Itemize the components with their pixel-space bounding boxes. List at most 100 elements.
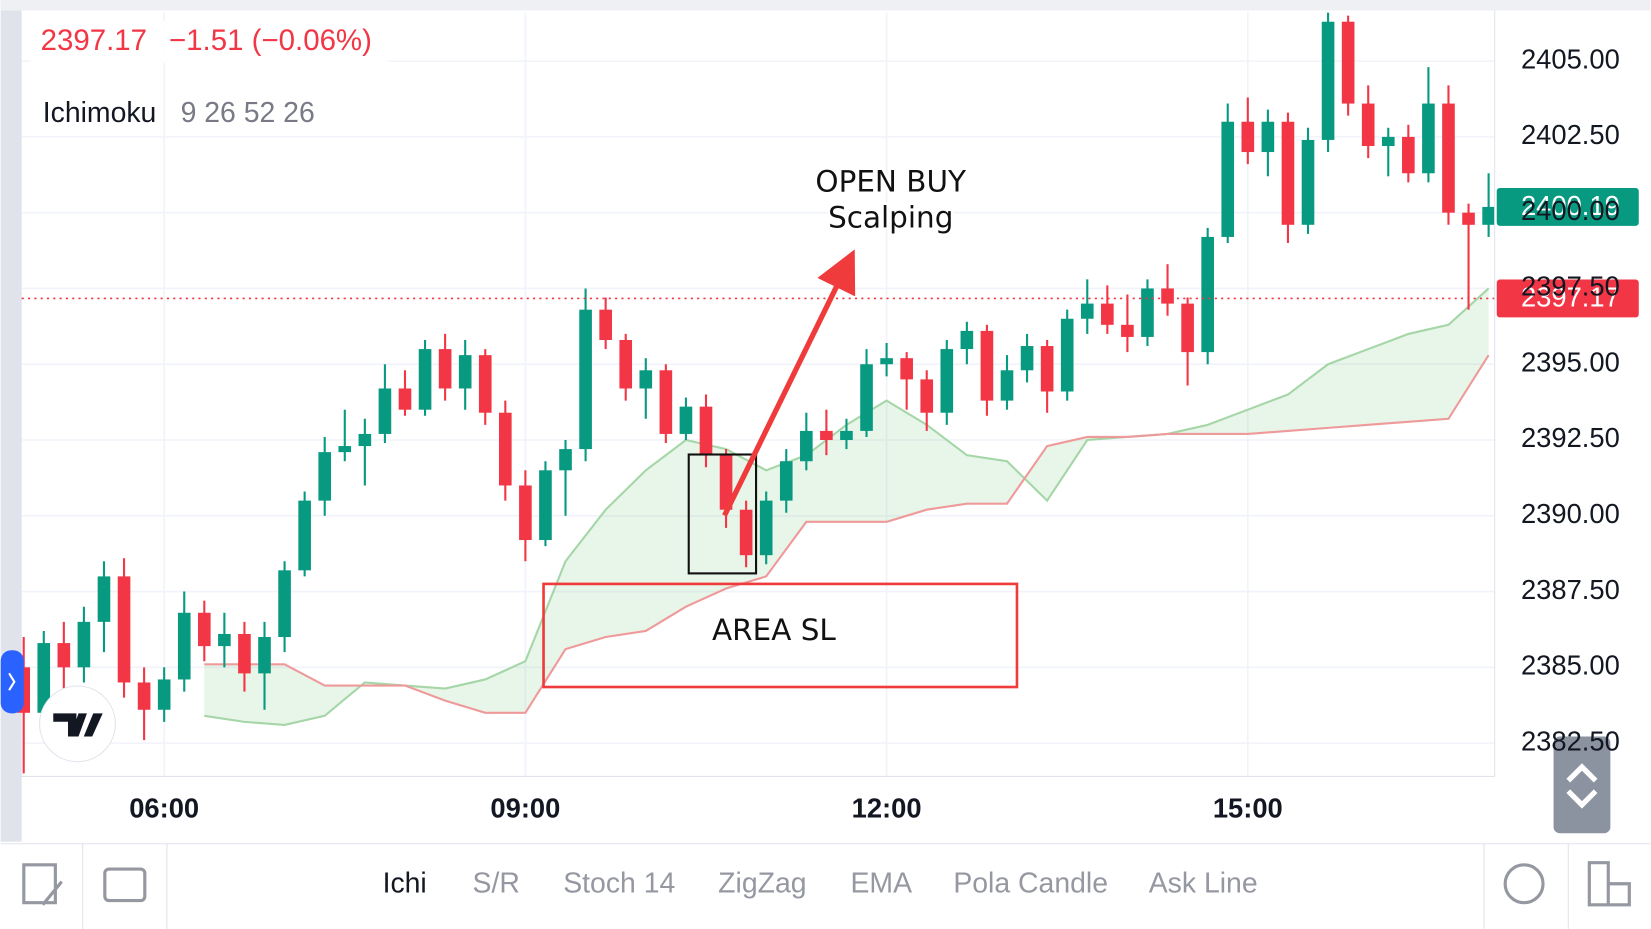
y-tick-label: 2395.00 <box>1521 346 1620 377</box>
sl-box <box>542 582 1019 689</box>
draw-icon[interactable] <box>22 863 63 906</box>
candle-body <box>97 576 111 622</box>
candle-body <box>699 406 713 456</box>
candle-body <box>238 633 251 674</box>
candle-body <box>739 509 753 556</box>
candle-body <box>980 330 994 401</box>
candle-body <box>599 309 612 340</box>
left-strip <box>0 0 22 842</box>
toolbar-item[interactable]: Stoch 14 <box>563 867 675 899</box>
candle-body <box>1482 206 1495 225</box>
header-price: 2397.17 <box>41 24 147 57</box>
toolbar-item[interactable]: S/R <box>473 867 520 899</box>
price-lines: 2400.19 2397.17 <box>21 187 1639 318</box>
price-tag-label: 2400.19 <box>1521 190 1620 221</box>
candle-body <box>318 452 332 501</box>
candle-body <box>478 355 492 413</box>
candle-body <box>1080 303 1094 319</box>
toolbar-item[interactable]: ZigZag <box>718 867 806 899</box>
header-bg <box>30 21 388 64</box>
candle-body <box>1261 121 1275 153</box>
candle-body <box>679 406 693 434</box>
candle-body <box>719 455 733 510</box>
scale-button[interactable] <box>1553 736 1611 834</box>
ichimoku-span-b <box>204 354 1490 714</box>
buy-arrow <box>722 249 856 517</box>
candle-body <box>519 485 532 541</box>
candle-body <box>1381 136 1395 146</box>
y-tick-label: 2405.00 <box>1521 43 1620 74</box>
x-tick-label: 09:00 <box>490 792 560 823</box>
candle-body <box>1060 318 1074 392</box>
cloud-fill <box>204 288 1489 725</box>
candle-body <box>820 430 833 441</box>
candle-body <box>900 358 913 380</box>
candle-body <box>1321 21 1335 140</box>
candle-body <box>1141 288 1154 337</box>
candle-body <box>1422 103 1435 174</box>
candle-body <box>1221 121 1235 237</box>
candle-body <box>940 349 954 413</box>
candle-body <box>177 612 191 680</box>
candle-body <box>800 430 813 462</box>
indicator-name: Ichimoku <box>43 97 157 129</box>
candle-body <box>438 349 452 389</box>
toolbar <box>0 843 1651 929</box>
x-tick-label: 12:00 <box>852 792 922 823</box>
currency-icon[interactable] <box>1503 863 1545 905</box>
price-tag-label: 2397.17 <box>1521 282 1620 313</box>
candle-body <box>619 339 633 389</box>
candle-body <box>1020 346 1034 371</box>
x-tick-label: 06:00 <box>129 792 199 823</box>
candle-body <box>559 449 572 471</box>
y-tick-label: 2397.50 <box>1521 271 1620 302</box>
indicator-icon[interactable] <box>103 867 147 903</box>
candle-body <box>539 470 552 541</box>
candle-body <box>880 358 893 365</box>
side-tab[interactable] <box>0 650 24 714</box>
price-tag <box>1496 187 1639 226</box>
candle-body <box>840 430 853 441</box>
top-strip <box>0 0 1651 11</box>
y-tick-label: 2382.50 <box>1521 725 1620 756</box>
toolbar-items: Ichi S/R Stoch 14 ZigZag EMA Pola Candle Ask L… <box>383 867 1258 899</box>
candle-body <box>860 364 873 431</box>
price-tag <box>1496 279 1639 318</box>
candle-body <box>579 309 592 450</box>
toolbar-item[interactable]: Pola Candle <box>953 867 1108 899</box>
candle-body <box>338 446 352 453</box>
toolbar-item[interactable]: EMA <box>850 867 912 899</box>
candle-body <box>418 349 432 410</box>
candle-body <box>117 576 131 683</box>
candle-body <box>458 355 472 389</box>
candle-body <box>278 570 291 638</box>
y-tick-label: 2387.50 <box>1521 574 1620 605</box>
layout-icon[interactable] <box>1587 861 1631 907</box>
y-tick-label: 2392.50 <box>1521 422 1620 453</box>
candle-body <box>1000 370 1014 401</box>
candle-body <box>258 637 271 674</box>
candle-body <box>659 370 673 434</box>
indicator-params: 9 26 52 26 <box>181 97 315 129</box>
candle-body <box>1361 103 1375 146</box>
y-tick-label: 2400.00 <box>1521 195 1620 226</box>
candle-body <box>499 412 512 486</box>
scale-icon <box>1566 763 1598 809</box>
toolbar-item[interactable]: Ichi <box>383 867 427 899</box>
logo-mark <box>53 713 103 737</box>
candle-body <box>1040 346 1054 392</box>
candle-body <box>1301 139 1315 225</box>
candle-body <box>57 643 71 668</box>
candle-body <box>1442 103 1455 213</box>
candle-body <box>779 461 793 501</box>
candle-body <box>1121 324 1134 337</box>
candle-body <box>77 621 91 668</box>
candle-body <box>298 500 311 571</box>
toolbar-item[interactable]: Ask Line <box>1149 867 1258 899</box>
candle-body <box>157 679 171 710</box>
y-tick-label: 2390.00 <box>1521 498 1620 529</box>
candle-body <box>920 379 934 413</box>
candle-body <box>1181 303 1194 353</box>
